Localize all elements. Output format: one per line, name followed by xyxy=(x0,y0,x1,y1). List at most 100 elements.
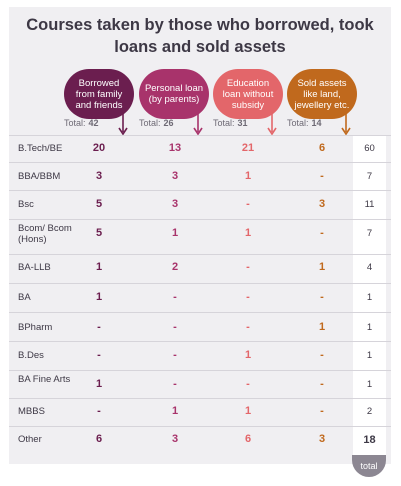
row-total: 60 xyxy=(364,143,375,154)
row-divider xyxy=(9,370,391,371)
table-cell: - xyxy=(320,227,324,239)
table-cell: 1 xyxy=(95,291,103,303)
row-total: 4 xyxy=(366,262,373,273)
table-cell: - xyxy=(320,405,324,417)
row-divider xyxy=(9,398,391,399)
row-label: B.Des xyxy=(18,350,44,361)
table-cell: 1 xyxy=(95,261,103,273)
table-cell: - xyxy=(97,321,101,333)
column-total-value: 42 xyxy=(88,118,99,128)
row-total: 11 xyxy=(364,199,375,210)
table-cell: 1 xyxy=(95,378,103,390)
table-cell: - xyxy=(320,170,324,182)
column-total-label: Total: xyxy=(139,118,161,128)
down-arrow-icon xyxy=(118,113,128,136)
table-cell: 1 xyxy=(318,261,326,273)
row-total: 7 xyxy=(366,228,373,239)
row-total: 1 xyxy=(366,292,373,303)
table-cell: 5 xyxy=(95,227,103,239)
table-cell: 6 xyxy=(244,433,252,445)
table-cell: - xyxy=(320,349,324,361)
table-cell: 20 xyxy=(92,142,106,154)
table-cell: 1 xyxy=(171,405,179,417)
chart-title: Courses taken by those who borrowed, too… xyxy=(26,16,374,56)
down-arrow-icon xyxy=(267,113,277,136)
table-cell: 21 xyxy=(241,142,255,154)
column-header-4: Sold assets like land, jewellery etc. xyxy=(287,69,357,119)
table-cell: - xyxy=(97,405,101,417)
table-cell: 1 xyxy=(244,227,252,239)
row-total: 1 xyxy=(366,379,373,390)
row-label: BA-LLB xyxy=(18,262,51,273)
table-cell: - xyxy=(97,349,101,361)
table-cell: - xyxy=(246,291,250,303)
row-divider xyxy=(9,162,391,163)
row-total: 1 xyxy=(366,350,373,361)
row-total: 2 xyxy=(366,406,373,417)
row-label: BPharm xyxy=(18,322,53,333)
column-total-label: Total: xyxy=(64,118,86,128)
column-total-4: Total: 14 xyxy=(287,118,322,128)
row-divider xyxy=(9,254,391,255)
table-cell: - xyxy=(173,349,177,361)
row-label: BA xyxy=(18,292,31,303)
row-divider xyxy=(9,426,391,427)
table-cell: 13 xyxy=(168,142,182,154)
row-label: Bcom/ Bcom (Hons) xyxy=(18,223,72,245)
column-total-label: Total: xyxy=(287,118,309,128)
table-cell: 3 xyxy=(171,198,179,210)
row-divider xyxy=(9,135,391,136)
table-cell: 6 xyxy=(95,433,103,445)
table-cell: 5 xyxy=(95,198,103,210)
table-cell: 3 xyxy=(318,433,326,445)
table-cell: 2 xyxy=(171,261,179,273)
total-column-label: total xyxy=(352,455,386,477)
column-total-2: Total: 26 xyxy=(139,118,174,128)
row-label: Other xyxy=(18,434,42,445)
row-label: Bsc xyxy=(18,199,34,210)
column-header-2: Personal loan (by parents) xyxy=(139,69,209,119)
row-divider xyxy=(9,283,391,284)
row-label: BBA/BBM xyxy=(18,171,61,182)
table-cell: - xyxy=(246,261,250,273)
column-total-value: 31 xyxy=(237,118,248,128)
column-total-value: 14 xyxy=(311,118,322,128)
row-divider xyxy=(9,312,391,313)
column-total-1: Total: 42 xyxy=(64,118,99,128)
down-arrow-icon xyxy=(341,113,351,136)
row-total: 7 xyxy=(366,171,373,182)
table-cell: 1 xyxy=(318,321,326,333)
table-cell: - xyxy=(173,291,177,303)
table-cell: 3 xyxy=(171,170,179,182)
column-header-3: Education loan without subsidy xyxy=(213,69,283,119)
down-arrow-icon xyxy=(193,113,203,136)
table-cell: 3 xyxy=(95,170,103,182)
column-total-label: Total: xyxy=(213,118,235,128)
table-cell: 1 xyxy=(171,227,179,239)
table-cell: - xyxy=(173,378,177,390)
table-cell: - xyxy=(320,378,324,390)
table-cell: 6 xyxy=(318,142,326,154)
total-column xyxy=(353,135,386,457)
row-label: BA Fine Arts xyxy=(18,374,71,385)
table-cell: - xyxy=(246,198,250,210)
row-total: 18 xyxy=(363,434,376,446)
table-cell: 3 xyxy=(171,433,179,445)
table-cell: - xyxy=(246,321,250,333)
column-total-3: Total: 31 xyxy=(213,118,248,128)
row-divider xyxy=(9,190,391,191)
row-label: MBBS xyxy=(18,406,45,417)
table-cell: 3 xyxy=(318,198,326,210)
row-total: 1 xyxy=(366,322,373,333)
row-divider xyxy=(9,341,391,342)
table-cell: 1 xyxy=(244,349,252,361)
table-cell: - xyxy=(246,378,250,390)
row-divider xyxy=(9,219,391,220)
table-cell: 1 xyxy=(244,170,252,182)
table-cell: - xyxy=(320,291,324,303)
row-label: B.Tech/BE xyxy=(18,143,63,154)
column-total-value: 26 xyxy=(163,118,174,128)
column-header-1: Borrowed from family and friends xyxy=(64,69,134,119)
table-cell: - xyxy=(173,321,177,333)
table-cell: 1 xyxy=(244,405,252,417)
